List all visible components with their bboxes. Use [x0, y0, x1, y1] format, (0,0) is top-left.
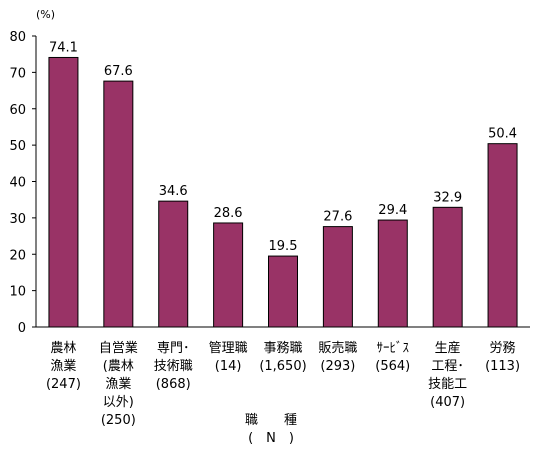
data-label: 50.4 — [488, 127, 517, 142]
y-tick-label: 70 — [9, 66, 26, 81]
category-label: 技術職 — [154, 359, 193, 374]
category-label: 漁業 — [105, 376, 131, 392]
y-tick-label: 20 — [9, 248, 26, 263]
category-label: (1,650) — [259, 359, 306, 374]
y-axis-ticks: 0 10 20 30 40 50 60 70 80 — [9, 30, 36, 336]
data-label: 34.6 — [159, 184, 188, 199]
bar — [213, 222, 244, 328]
data-label: 27.6 — [323, 210, 352, 225]
category-label: (293) — [320, 359, 355, 374]
category-label: (564) — [375, 359, 410, 374]
category-label: 販売職 — [318, 340, 357, 356]
data-label: 32.9 — [433, 190, 462, 205]
category-label: (247) — [46, 377, 81, 392]
category-label: (868) — [156, 377, 191, 392]
bar — [103, 80, 134, 328]
data-label: 19.5 — [269, 239, 298, 254]
data-label: 29.4 — [378, 203, 407, 218]
y-tick-label: 40 — [9, 176, 26, 191]
data-labels: 74.1 67.6 34.6 28.6 19.5 27.6 29.4 32.9 50.4 — [49, 40, 517, 254]
category-label: 農林 — [50, 341, 76, 356]
category-label: 以外) — [103, 395, 134, 410]
category-label: (250) — [101, 413, 136, 428]
bar — [432, 206, 463, 328]
y-tick-label: 30 — [9, 212, 26, 227]
category-label: (農林 — [103, 359, 134, 374]
y-tick-label: 10 — [9, 285, 26, 300]
bar — [268, 255, 298, 328]
bar — [322, 226, 353, 328]
category-labels: 農林漁業(247)自営業(農林漁業以外)(250)専門･技術職(868)管理職(… — [46, 340, 520, 428]
y-tick-label: 80 — [9, 30, 26, 45]
x-axis-subtitle: ( N ) — [248, 431, 294, 446]
y-tick-label: 50 — [9, 139, 26, 154]
category-label: 漁業 — [50, 358, 76, 374]
bar — [377, 219, 408, 328]
category-label: 管理職 — [209, 341, 248, 356]
category-label: 技能工 — [428, 377, 467, 392]
x-axis-title: 職 種 — [245, 412, 297, 428]
data-label: 28.6 — [214, 206, 243, 221]
data-label: 67.6 — [104, 64, 133, 79]
category-label: ｻｰﾋﾞｽ — [377, 341, 410, 356]
category-label: (407) — [430, 395, 465, 410]
category-label: 専門･ — [157, 341, 190, 356]
category-label: (14) — [215, 359, 242, 374]
category-label: (113) — [485, 359, 520, 374]
y-tick-label: 0 — [18, 321, 26, 336]
category-label: 工程･ — [431, 359, 464, 374]
category-label: 事務職 — [263, 341, 302, 356]
category-label: 生産 — [435, 340, 461, 356]
bar — [48, 56, 79, 328]
bars — [48, 56, 518, 328]
bar — [487, 143, 518, 328]
y-axis-unit: (%) — [36, 8, 55, 21]
category-label: 労務 — [490, 341, 516, 356]
bar — [158, 200, 189, 328]
category-label: 自営業 — [99, 340, 138, 356]
data-label: 74.1 — [49, 40, 78, 55]
y-tick-label: 60 — [9, 103, 26, 118]
